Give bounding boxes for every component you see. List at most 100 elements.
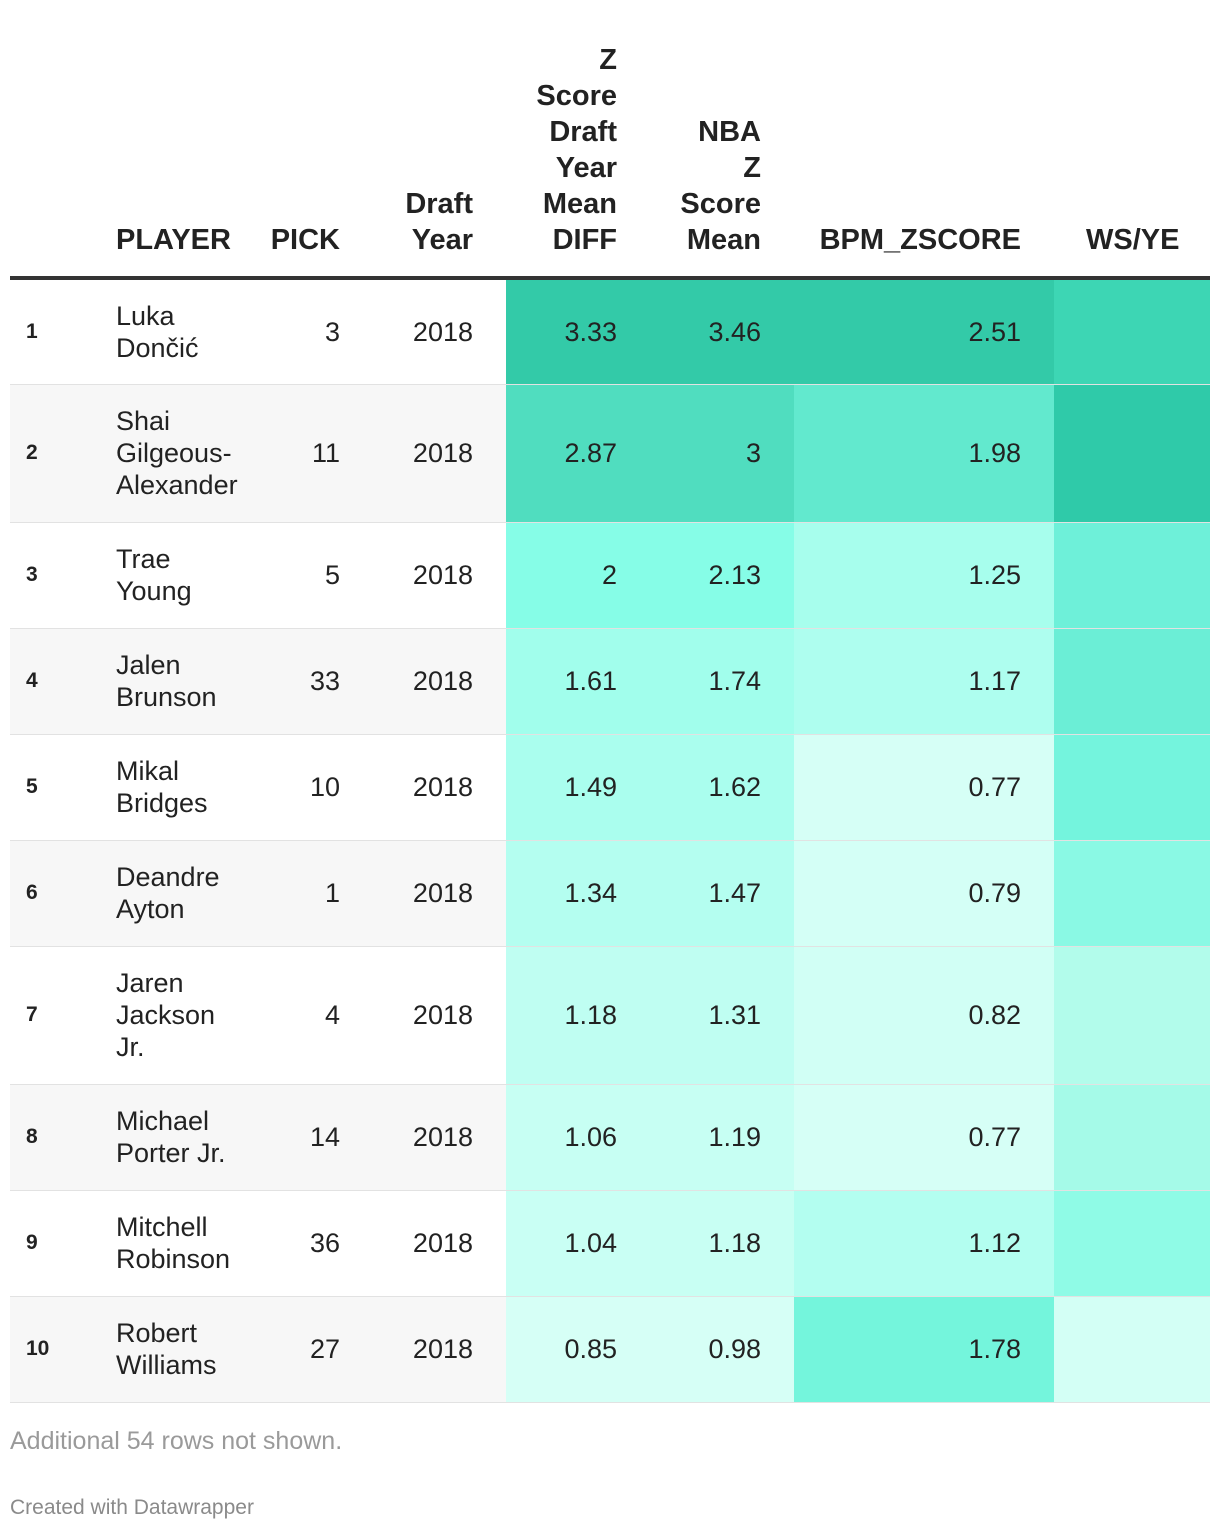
bpm-zscore-cell: 1.98 — [794, 384, 1054, 522]
bpm-zscore-cell: 0.82 — [794, 946, 1054, 1084]
table-row[interactable]: 1 Luka Dončić 3 2018 3.33 3.46 2.51 — [10, 278, 1210, 384]
z-score-diff-cell: 1.18 — [506, 946, 650, 1084]
rank-cell: 6 — [26, 881, 38, 904]
table-header: PLAYER PICK Draft Year Z Score Draft Year Mea… — [10, 0, 1210, 280]
pick-cell: 4 — [324, 1000, 340, 1030]
pick-cell: 27 — [309, 1334, 340, 1364]
nba-z-score-cell: 3 — [650, 384, 794, 522]
pick-cell: 1 — [324, 878, 340, 908]
nba-z-score-cell: 1.47 — [650, 840, 794, 946]
table-viewport[interactable]: PLAYER PICK Draft Year Z Score Draft Year Mea… — [10, 0, 1210, 1406]
bpm-zscore-cell: 0.79 — [794, 840, 1054, 946]
draft-year-cell: 2018 — [412, 878, 473, 908]
ws-year-cell — [1054, 1296, 1210, 1402]
z-score-diff-cell: 1.49 — [506, 734, 650, 840]
pick-cell: 36 — [309, 1228, 340, 1258]
header-pick[interactable]: PICK — [240, 0, 373, 280]
datawrapper-table-chart: PLAYER PICK Draft Year Z Score Draft Year Mea… — [10, 0, 1210, 1532]
draft-year-cell: 2018 — [412, 772, 473, 802]
nba-z-score-cell: 1.19 — [650, 1084, 794, 1190]
bpm-zscore-cell: 1.12 — [794, 1190, 1054, 1296]
player-name-cell: Mikal Bridges — [116, 756, 208, 818]
draft-year-cell: 2018 — [412, 1000, 473, 1030]
rank-cell: 4 — [26, 669, 38, 692]
ws-year-cell — [1054, 384, 1210, 522]
draft-year-cell: 2018 — [412, 560, 473, 590]
ws-year-cell — [1054, 840, 1210, 946]
pick-cell: 33 — [309, 666, 340, 696]
draft-stats-table: PLAYER PICK Draft Year Z Score Draft Year Mea… — [10, 0, 1210, 1403]
ws-year-cell — [1054, 522, 1210, 628]
header-bpm-zscore[interactable]: BPM_ZSCORE — [794, 0, 1054, 280]
player-name-cell: Michael Porter Jr. — [116, 1106, 226, 1168]
nba-z-score-cell: 1.18 — [650, 1190, 794, 1296]
table-body: 1 Luka Dončić 3 2018 3.33 3.46 2.51 2 Shai Gilgeou… — [10, 278, 1210, 1402]
pick-cell: 5 — [324, 560, 340, 590]
player-name-cell: Jalen Brunson — [116, 650, 217, 712]
draft-year-cell: 2018 — [412, 1334, 473, 1364]
nba-z-score-cell: 1.31 — [650, 946, 794, 1084]
table-row[interactable]: 2 Shai Gilgeous- Alexander 11 2018 2.87 3 1.98 — [10, 384, 1210, 522]
draft-year-cell: 2018 — [412, 438, 473, 468]
bpm-zscore-cell: 1.25 — [794, 522, 1054, 628]
rank-cell: 5 — [26, 775, 38, 798]
draft-year-cell: 2018 — [412, 1122, 473, 1152]
rank-cell: 1 — [26, 319, 38, 343]
z-score-diff-cell: 1.61 — [506, 628, 650, 734]
ws-year-cell — [1054, 1190, 1210, 1296]
nba-z-score-cell: 3.46 — [650, 278, 794, 384]
bpm-zscore-cell: 1.78 — [794, 1296, 1054, 1402]
ws-year-cell — [1054, 946, 1210, 1084]
table-row[interactable]: 8 Michael Porter Jr. 14 2018 1.06 1.19 0.77 — [10, 1084, 1210, 1190]
table-row[interactable]: 6 Deandre Ayton 1 2018 1.34 1.47 0.79 — [10, 840, 1210, 946]
header-multiline: NBA Z Score Mean — [680, 116, 761, 256]
bpm-zscore-cell: 0.77 — [794, 734, 1054, 840]
bpm-zscore-cell: 1.17 — [794, 628, 1054, 734]
pick-cell: 11 — [311, 438, 340, 468]
header-z-score-diff[interactable]: Z Score Draft Year Mean DIFF — [506, 0, 650, 280]
ws-year-cell — [1054, 278, 1210, 384]
header-rank[interactable] — [10, 0, 100, 280]
ws-year-cell — [1054, 628, 1210, 734]
player-name-cell: Jaren Jackson Jr. — [116, 968, 216, 1062]
rank-cell: 2 — [26, 441, 38, 464]
header-nba-z-score[interactable]: NBA Z Score Mean — [650, 0, 794, 280]
table-row[interactable]: 9 Mitchell Robinson 36 2018 1.04 1.18 1.12 — [10, 1190, 1210, 1296]
nba-z-score-cell: 2.13 — [650, 522, 794, 628]
rank-cell: 8 — [26, 1125, 38, 1148]
header-multiline: Draft Year — [405, 188, 473, 256]
header-multiline: Z Score Draft Year Mean DIFF — [536, 44, 617, 256]
z-score-diff-cell: 1.34 — [506, 840, 650, 946]
player-name-cell: Deandre Ayton — [116, 862, 220, 924]
pick-cell: 14 — [309, 1122, 340, 1152]
draft-year-cell: 2018 — [412, 666, 473, 696]
player-name-cell: Mitchell Robinson — [116, 1212, 231, 1274]
table-row[interactable]: 5 Mikal Bridges 10 2018 1.49 1.62 0.77 — [10, 734, 1210, 840]
draft-year-cell: 2018 — [412, 316, 473, 347]
ws-year-cell — [1054, 1084, 1210, 1190]
z-score-diff-cell: 3.33 — [506, 278, 650, 384]
header-ws-year[interactable]: WS/YE — [1054, 0, 1210, 280]
z-score-diff-cell: 1.06 — [506, 1084, 650, 1190]
pick-cell: 3 — [324, 316, 340, 347]
ws-year-cell — [1054, 734, 1210, 840]
z-score-diff-cell: 2 — [506, 522, 650, 628]
table-row[interactable]: 3 Trae Young 5 2018 2 2.13 1.25 — [10, 522, 1210, 628]
nba-z-score-cell: 1.62 — [650, 734, 794, 840]
header-draft-year[interactable]: Draft Year — [373, 0, 506, 280]
header-player[interactable]: PLAYER — [100, 0, 240, 280]
rank-cell: 9 — [26, 1231, 38, 1254]
z-score-diff-cell: 1.04 — [506, 1190, 650, 1296]
datawrapper-credit[interactable]: Created with Datawrapper — [10, 1496, 254, 1519]
z-score-diff-cell: 0.85 — [506, 1296, 650, 1402]
table-row[interactable]: 7 Jaren Jackson Jr. 4 2018 1.18 1.31 0.82 — [10, 946, 1210, 1084]
table-row[interactable]: 4 Jalen Brunson 33 2018 1.61 1.74 1.17 — [10, 628, 1210, 734]
bpm-zscore-cell: 2.51 — [794, 278, 1054, 384]
player-name-cell: Robert Williams — [116, 1318, 217, 1380]
rank-cell: 3 — [26, 563, 38, 586]
draft-year-cell: 2018 — [412, 1228, 473, 1258]
player-name-cell: Shai Gilgeous- Alexander — [116, 406, 238, 500]
table-row[interactable]: 10 Robert Williams 27 2018 0.85 0.98 1.78 — [10, 1296, 1210, 1402]
bpm-zscore-cell: 0.77 — [794, 1084, 1054, 1190]
player-name-cell: Luka Dončić — [116, 300, 199, 363]
